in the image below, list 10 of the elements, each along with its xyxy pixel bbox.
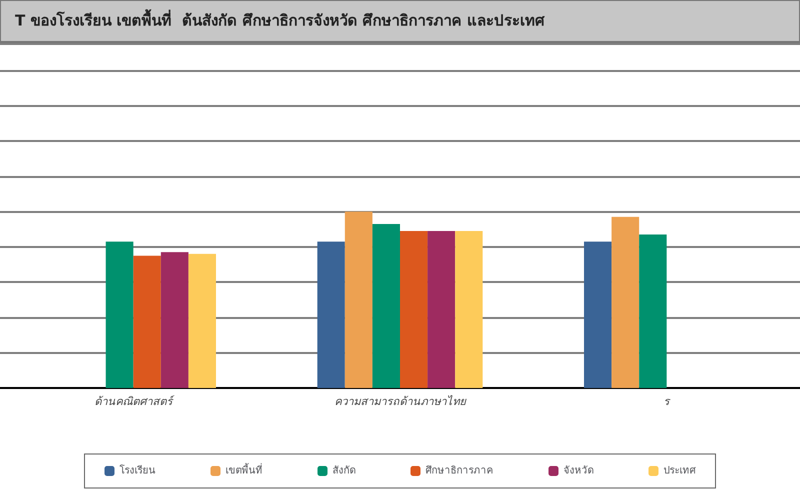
legend-label: จังหวัด — [564, 466, 594, 476]
x-tick-label: ความสามารถด้านภาษาไทย — [334, 395, 468, 408]
chart-title: T ของโรงเรียน เขตพื้นที่ ต้นสังกัด ศึกษาธิการจังหวัด ศึกษาธิการภาค และประเทศ — [15, 8, 545, 30]
x-tick-label: ร — [664, 395, 672, 408]
legend-label: โรงเรียน — [120, 464, 156, 476]
legend-label: ศึกษาธิการภาค — [426, 464, 494, 476]
legend-label: เขตพื้นที่ — [226, 462, 262, 476]
x-tick-label: ด้านคณิตศาสตร์ — [94, 395, 176, 408]
legend-label: สังกัด — [332, 466, 356, 476]
legend-label: ประเทศ — [664, 466, 696, 476]
